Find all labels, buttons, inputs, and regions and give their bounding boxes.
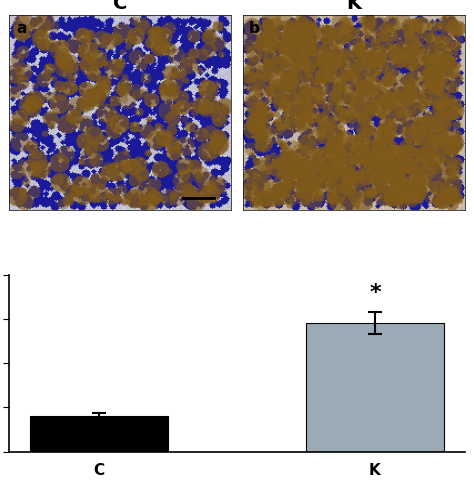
Text: a: a xyxy=(16,21,27,35)
Bar xyxy=(306,324,444,452)
Text: b: b xyxy=(249,21,260,35)
Text: *: * xyxy=(369,283,381,303)
Bar xyxy=(30,416,168,452)
Title: K: K xyxy=(346,0,361,13)
Title: C: C xyxy=(113,0,128,13)
